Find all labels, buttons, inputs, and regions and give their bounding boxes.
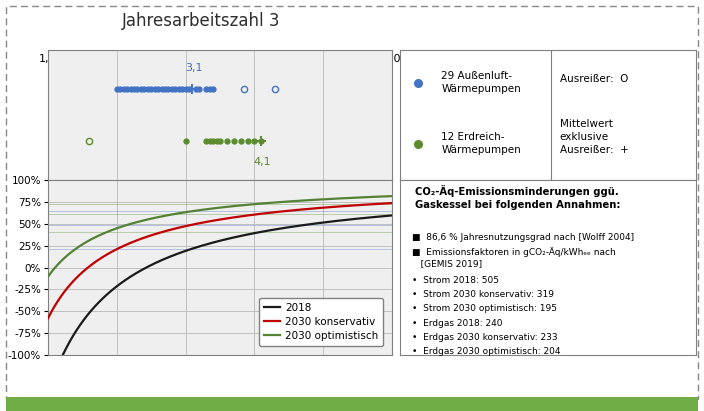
Text: •  Erdgas 2030 konservativ: 233: • Erdgas 2030 konservativ: 233 [412, 333, 558, 342]
Text: •  Strom 2018: 505: • Strom 2018: 505 [412, 275, 499, 284]
Text: •  Erdgas 2030 optimistisch: 204: • Erdgas 2030 optimistisch: 204 [412, 347, 560, 356]
Text: CO₂-Äq-Emissionsminderungen ggü.
Gaskessel bei folgenden Annahmen:: CO₂-Äq-Emissionsminderungen ggü. Gaskess… [415, 185, 620, 210]
Text: Jahresarbeitszahl 3: Jahresarbeitszahl 3 [122, 12, 280, 30]
Text: ■  Emissionsfaktoren in gCO₂-Äq/kWhₑₑ nach
   [GEMIS 2019]: ■ Emissionsfaktoren in gCO₂-Äq/kWhₑₑ nac… [412, 247, 615, 268]
Text: 12 Erdreich-
Wärmepumpen: 12 Erdreich- Wärmepumpen [441, 132, 521, 155]
Text: Mittelwert
exklusive
Ausreißer:  +: Mittelwert exklusive Ausreißer: + [560, 119, 629, 155]
Legend: 2018, 2030 konservativ, 2030 optimistisch: 2018, 2030 konservativ, 2030 optimistisc… [259, 298, 384, 346]
Text: •  Strom 2030 konservativ: 319: • Strom 2030 konservativ: 319 [412, 290, 554, 299]
Text: 4,1: 4,1 [254, 157, 272, 166]
Text: 29 Außenluft-
Wärmepumpen: 29 Außenluft- Wärmepumpen [441, 71, 521, 94]
Text: Ausreißer:  O: Ausreißer: O [560, 74, 628, 83]
Text: ■  86,6 % Jahresnutzungsgrad nach [Wolff 2004]: ■ 86,6 % Jahresnutzungsgrad nach [Wolff … [412, 233, 634, 242]
Text: •  Strom 2030 optimistisch: 195: • Strom 2030 optimistisch: 195 [412, 304, 557, 313]
Text: 3,1: 3,1 [185, 63, 203, 74]
Text: •  Erdgas 2018: 240: • Erdgas 2018: 240 [412, 319, 503, 328]
